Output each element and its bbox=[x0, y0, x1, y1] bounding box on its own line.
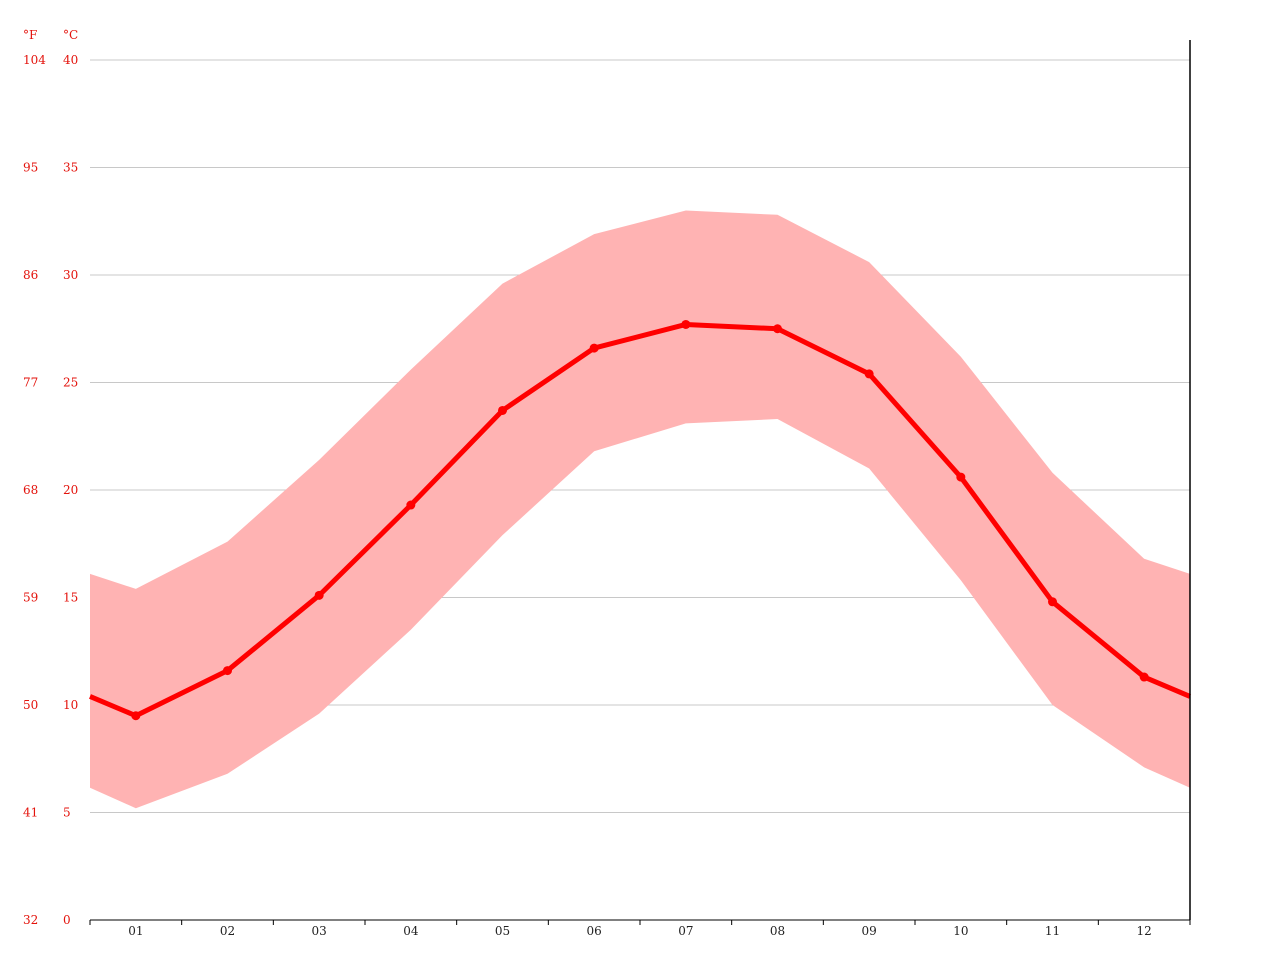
average-point-01 bbox=[131, 711, 141, 721]
fahrenheit-unit-label: °F bbox=[23, 28, 37, 42]
x-tick-label-03: 03 bbox=[312, 924, 327, 938]
average-point-02 bbox=[223, 666, 232, 676]
y-tick-label-c-0: 0 bbox=[63, 913, 71, 927]
x-tick-label-07: 07 bbox=[678, 924, 693, 938]
average-temperature-points bbox=[131, 319, 1149, 721]
average-point-03 bbox=[314, 590, 324, 600]
average-temperature-line bbox=[89, 321, 1191, 719]
x-tick-label-12: 12 bbox=[1137, 924, 1152, 938]
average-point-07 bbox=[681, 319, 691, 329]
y-tick-label-c-15: 15 bbox=[63, 591, 78, 605]
x-tick-label-02: 02 bbox=[220, 924, 235, 938]
x-tick-label-11: 11 bbox=[1045, 924, 1060, 938]
x-tick-label-05: 05 bbox=[495, 924, 510, 938]
x-tick-label-08: 08 bbox=[770, 924, 785, 938]
y-tick-label-f-68: 68 bbox=[23, 483, 38, 497]
x-axis-labels: 01 02 03 04 05 06 07 08 09 10 11 12 bbox=[128, 924, 1152, 938]
temperature-range-band bbox=[90, 210, 1190, 809]
y-tick-label-f-59: 59 bbox=[23, 591, 38, 605]
temperature-range-area bbox=[90, 210, 1190, 809]
axes bbox=[89, 40, 1191, 925]
y-tick-label-f-32: 32 bbox=[23, 913, 38, 927]
x-tick-label-06: 06 bbox=[587, 924, 602, 938]
y-tick-label-c-25: 25 bbox=[63, 376, 78, 390]
y-tick-label-f-104: 104 bbox=[23, 53, 46, 67]
y-tick-label-c-5: 5 bbox=[63, 806, 71, 820]
average-point-06 bbox=[589, 343, 599, 353]
x-tick-label-09: 09 bbox=[862, 924, 877, 938]
average-line-path bbox=[89, 321, 1191, 719]
y-tick-label-c-20: 20 bbox=[63, 483, 78, 497]
average-point-11 bbox=[1048, 597, 1057, 607]
x-tick-label-01: 01 bbox=[128, 924, 143, 938]
x-tick-label-10: 10 bbox=[953, 924, 968, 938]
average-point-08 bbox=[773, 324, 782, 334]
average-point-04 bbox=[406, 500, 416, 510]
y-tick-label-c-40: 40 bbox=[63, 53, 78, 67]
average-point-05 bbox=[498, 405, 507, 415]
y-tick-label-f-86: 86 bbox=[23, 268, 38, 282]
y-tick-label-f-41: 41 bbox=[23, 806, 38, 820]
y-tick-label-c-10: 10 bbox=[63, 698, 78, 712]
y-tick-label-c-35: 35 bbox=[63, 161, 78, 175]
y-tick-label-f-77: 77 bbox=[23, 376, 38, 390]
average-point-12 bbox=[1139, 672, 1149, 682]
y-axis-labels: °F °C 0 32 5 41 10 50 15 59 20 68 25 77 30 86 35 95 40 10… bbox=[23, 28, 78, 927]
y-tick-label-f-50: 50 bbox=[23, 698, 38, 712]
x-tick-label-04: 04 bbox=[403, 924, 419, 938]
y-tick-label-c-30: 30 bbox=[63, 268, 78, 282]
y-tick-label-f-95: 95 bbox=[23, 161, 38, 175]
average-point-09 bbox=[864, 369, 874, 379]
celsius-unit-label: °C bbox=[63, 28, 78, 42]
average-point-10 bbox=[956, 472, 966, 482]
